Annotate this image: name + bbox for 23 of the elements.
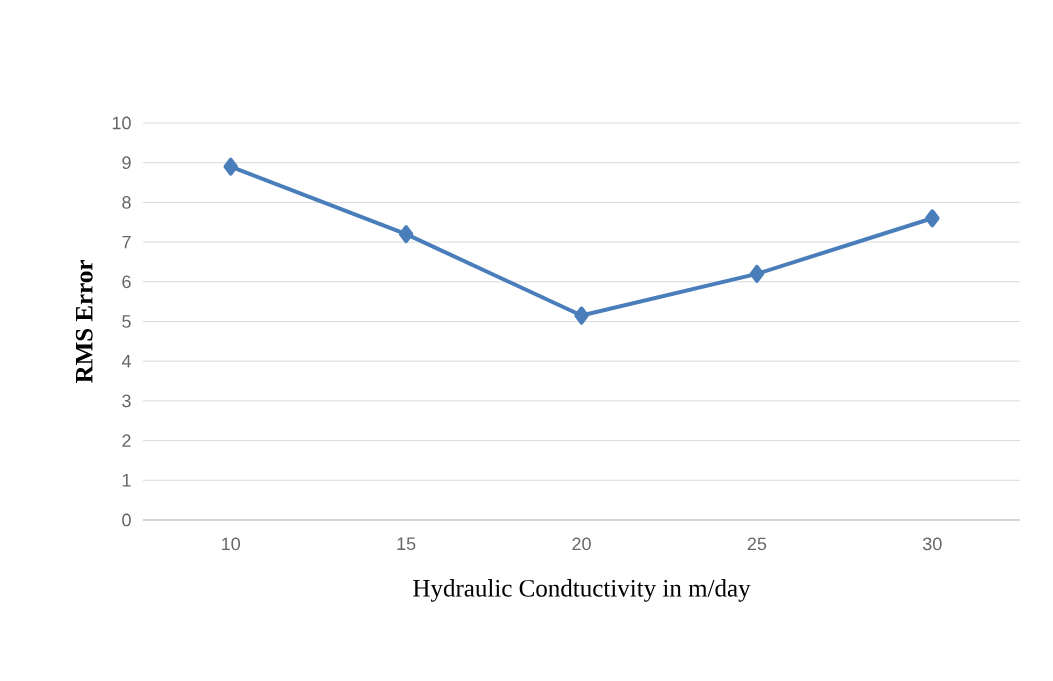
x-tick-label: 15 [397, 537, 416, 551]
x-tick-label: 10 [222, 537, 241, 551]
y-tick-label: 5 [122, 315, 131, 328]
x-tick-label: 30 [922, 537, 942, 551]
x-tick-label: 25 [747, 537, 767, 551]
x-tick-label: 20 [572, 537, 591, 551]
y-tick-label: 4 [121, 354, 131, 368]
point [398, 225, 414, 244]
y-tick-label: 1 [122, 474, 131, 487]
y-tick-label: 2 [122, 434, 131, 447]
x-axis-title: Hydraulic Condtuctivity in m/day [413, 579, 751, 602]
point [749, 264, 765, 283]
y-tick-label: 0 [122, 513, 131, 527]
y-tick-label: 7 [122, 235, 131, 249]
y-axis-title: RMS Error [75, 260, 93, 383]
y-tick-label: 10 [112, 116, 131, 130]
y-tick-label: 3 [122, 394, 131, 408]
point [223, 157, 238, 176]
point [574, 306, 589, 325]
y-tick-label: 6 [122, 275, 131, 289]
point [925, 209, 940, 228]
y-tick-label: 8 [122, 196, 131, 209]
y-tick-label: 9 [122, 156, 131, 170]
